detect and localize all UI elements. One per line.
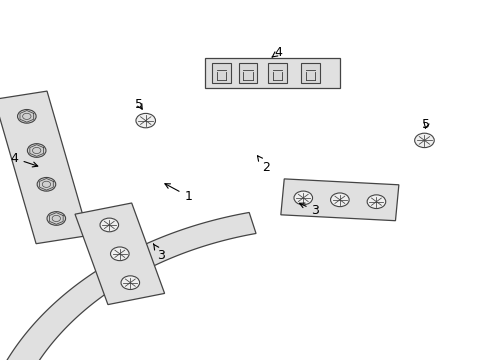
Circle shape xyxy=(366,195,385,208)
Circle shape xyxy=(27,144,46,157)
Polygon shape xyxy=(0,91,88,244)
Bar xyxy=(268,63,286,83)
Circle shape xyxy=(18,109,36,123)
Text: 5: 5 xyxy=(135,98,143,111)
Bar xyxy=(301,63,319,83)
Circle shape xyxy=(121,276,139,289)
Text: 5: 5 xyxy=(422,118,429,131)
Text: 3: 3 xyxy=(299,203,319,217)
Circle shape xyxy=(330,193,348,207)
Text: 4: 4 xyxy=(11,152,38,167)
Circle shape xyxy=(414,133,433,148)
Circle shape xyxy=(47,212,65,225)
Bar xyxy=(212,63,230,83)
Bar xyxy=(205,58,339,88)
Text: 2: 2 xyxy=(257,156,270,174)
Circle shape xyxy=(110,247,129,261)
Bar xyxy=(238,63,257,83)
Circle shape xyxy=(136,113,155,128)
Text: 4: 4 xyxy=(271,46,282,59)
Text: 3: 3 xyxy=(153,244,165,262)
Polygon shape xyxy=(75,203,164,305)
Text: 1: 1 xyxy=(164,184,192,203)
Circle shape xyxy=(37,177,56,191)
Circle shape xyxy=(293,191,312,205)
Circle shape xyxy=(100,218,119,232)
Polygon shape xyxy=(0,212,256,360)
Polygon shape xyxy=(280,179,398,221)
